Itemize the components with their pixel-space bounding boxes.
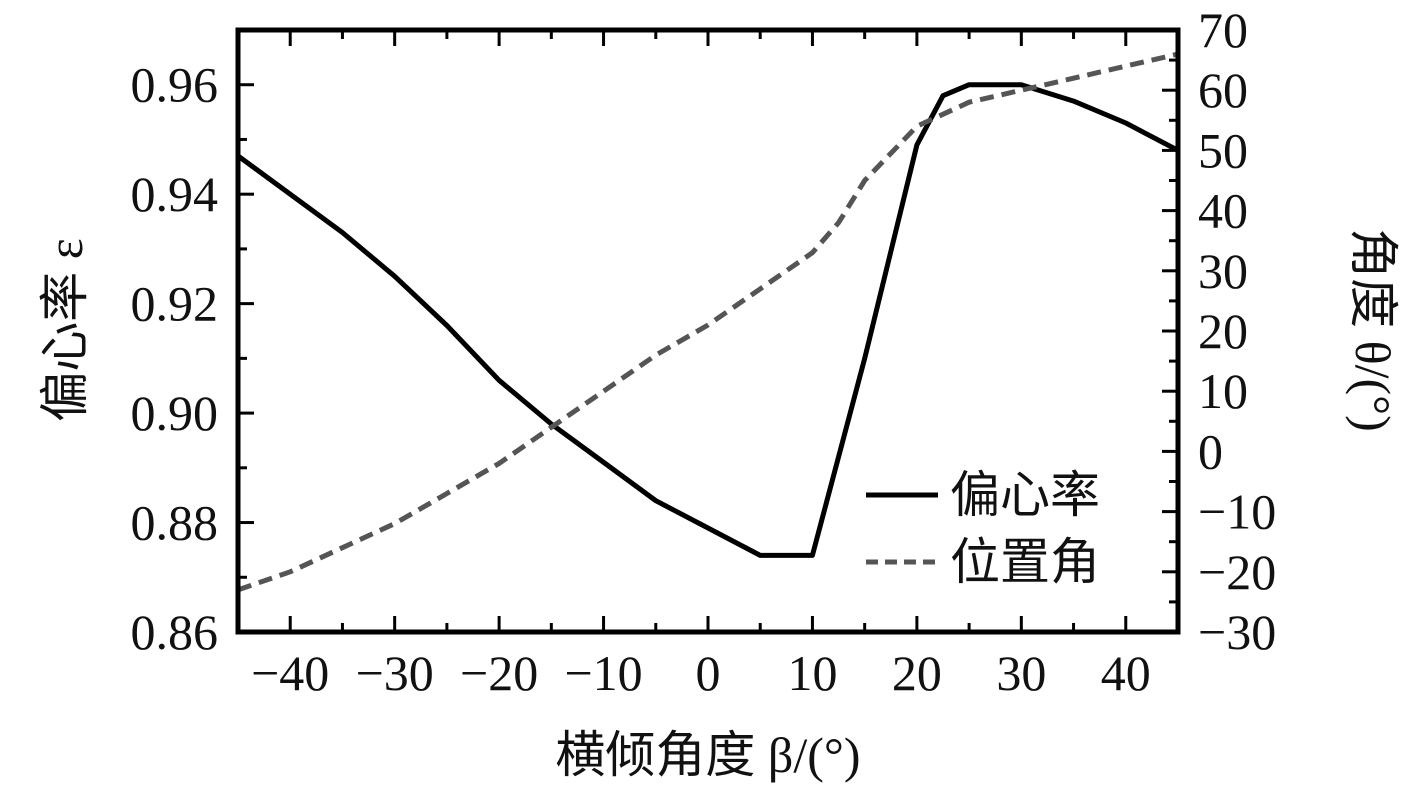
x-tick-label: −40	[251, 645, 329, 701]
series-eccentricity-line	[235, 82, 1181, 558]
y-right-axis-title: 角度 θ/(°)	[1345, 228, 1401, 432]
y-left-tick-label: 0.96	[131, 57, 219, 113]
x-tick-label: 0	[696, 645, 721, 701]
labels-layer: −40 −30 −20 −10 0 10 20 30 400.860.880.900.920.9…	[131, 2, 1277, 701]
x-tick-label: −30	[356, 645, 434, 701]
y-left-tick-label: 0.86	[131, 604, 219, 660]
x-axis-title: 横倾角度 β/(°)	[555, 727, 860, 783]
legend-label-eccentricity: 偏心率	[950, 467, 1100, 523]
series-position-angle-line	[237, 51, 1179, 593]
y-left-tick-label: 0.94	[131, 166, 219, 222]
y-right-tick-label: 20	[1198, 303, 1248, 359]
y-right-tick-label: 10	[1198, 363, 1248, 419]
legend-label-position-angle: 位置角	[950, 534, 1100, 590]
y-right-tick-label: 50	[1198, 122, 1248, 178]
y-right-tick-label: −20	[1198, 544, 1276, 600]
y-left-tick-label: 0.92	[131, 276, 219, 332]
y-right-tick-label: −10	[1198, 484, 1276, 540]
series-layer	[235, 51, 1181, 593]
y-right-tick-label: 60	[1198, 62, 1248, 118]
x-tick-label: 10	[787, 645, 837, 701]
x-tick-label: −10	[564, 645, 642, 701]
x-tick-label: −20	[460, 645, 538, 701]
y-right-tick-label: 30	[1198, 243, 1248, 299]
legend: 偏心率 位置角	[866, 467, 1100, 590]
y-left-tick-label: 0.90	[131, 385, 219, 441]
y-left-axis-title: 偏心率 ε	[37, 238, 93, 422]
y-right-tick-label: −30	[1198, 604, 1276, 660]
y-right-tick-label: 70	[1198, 2, 1248, 58]
plot-frame	[235, 27, 1181, 635]
x-tick-label: 40	[1101, 645, 1151, 701]
x-tick-label: 20	[892, 645, 942, 701]
x-tick-label: 30	[996, 645, 1046, 701]
y-right-tick-label: 40	[1198, 183, 1248, 239]
y-left-tick-label: 0.88	[131, 495, 219, 551]
y-right-tick-label: 0	[1198, 423, 1223, 479]
